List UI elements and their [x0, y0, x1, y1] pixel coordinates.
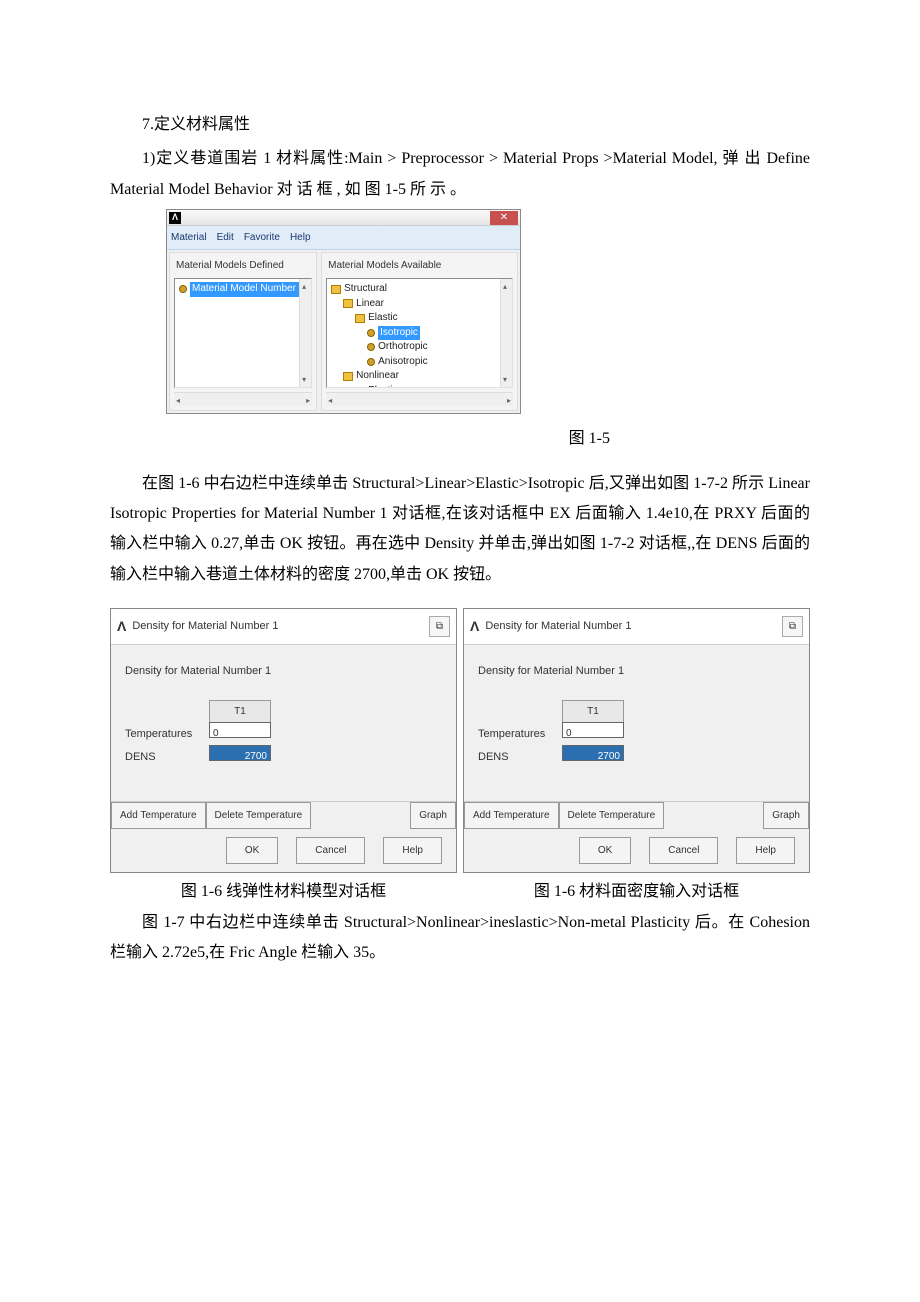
figure-1-6a-caption: 图 1-6 线弹性材料模型对话框 — [110, 877, 457, 907]
right-panel-header: Material Models Available — [322, 253, 517, 278]
dens-input[interactable]: 2700 — [209, 745, 271, 761]
titlebar: Λ Define Material Model Behavior ✕ — [167, 210, 520, 226]
menu-material[interactable]: Material — [171, 228, 207, 247]
cancel-button[interactable]: Cancel — [649, 837, 718, 864]
cancel-button[interactable]: Cancel — [296, 837, 365, 864]
row-dens: DENS — [478, 745, 562, 768]
define-material-dialog: Λ Define Material Model Behavior ✕ Mater… — [166, 209, 521, 414]
figure-1-5-caption: 图 1-5 — [110, 424, 610, 454]
tree-structural[interactable]: Structural — [331, 282, 508, 297]
tree-elastic[interactable]: Elastic — [331, 311, 508, 326]
menu-favorite[interactable]: Favorite — [244, 228, 280, 247]
app-icon: Λ — [117, 613, 126, 640]
material-tree: Structural Linear Elastic Isotropic Orth… — [327, 279, 512, 388]
ok-button[interactable]: OK — [226, 837, 278, 864]
hscroll[interactable]: ◂▸ — [326, 392, 513, 406]
col-t1: T1 — [209, 700, 271, 722]
help-button[interactable]: Help — [383, 837, 442, 864]
menubar: Material Edit Favorite Help — [167, 226, 520, 250]
tree-linear[interactable]: Linear — [331, 297, 508, 312]
app-icon: Λ — [169, 212, 181, 224]
close-icon[interactable]: ⧉ — [782, 616, 803, 637]
density-dialog-right: Λ Density for Material Number 1 ⧉ Densit… — [463, 608, 810, 873]
material-model-1[interactable]: Material Model Number 1 — [179, 282, 307, 297]
para-main-path: 1)定义巷道围岩 1 材料属性:Main > Preprocessor > Ma… — [110, 144, 810, 205]
dens-input[interactable]: 2700 — [562, 745, 624, 761]
add-temperature-button[interactable]: Add Temperature — [111, 802, 206, 829]
graph-button[interactable]: Graph — [763, 802, 809, 829]
app-icon: Λ — [470, 613, 479, 640]
add-temperature-button[interactable]: Add Temperature — [464, 802, 559, 829]
delete-temperature-button[interactable]: Delete Temperature — [206, 802, 312, 829]
row-temperatures: Temperatures — [125, 722, 209, 745]
close-icon[interactable]: ✕ — [490, 211, 518, 225]
left-panel-header: Material Models Defined — [170, 253, 316, 278]
tree-isotropic[interactable]: Isotropic — [331, 326, 508, 341]
scrollbar-icon[interactable] — [299, 279, 311, 387]
col-t1: T1 — [562, 700, 624, 722]
tree-nonlinear[interactable]: Nonlinear — [331, 369, 508, 384]
tree-anisotropic[interactable]: Anisotropic — [331, 355, 508, 370]
temp-input[interactable]: 0 — [209, 722, 271, 738]
tree-elastic2[interactable]: Elastic — [331, 384, 508, 389]
density-dialog-left: Λ Density for Material Number 1 ⧉ Densit… — [110, 608, 457, 873]
dialog-title: Density for Material Number 1 — [485, 616, 782, 637]
hscroll[interactable]: ◂▸ — [174, 392, 312, 406]
heading-7: 7.定义材料属性 — [110, 110, 810, 140]
dialog-subtitle: Density for Material Number 1 — [125, 661, 442, 682]
scrollbar-icon[interactable] — [500, 279, 512, 387]
close-icon[interactable]: ⧉ — [429, 616, 450, 637]
density-grid: T1 Temperatures0 DENS2700 — [478, 700, 795, 768]
menu-help[interactable]: Help — [290, 228, 311, 247]
ok-button[interactable]: OK — [579, 837, 631, 864]
help-button[interactable]: Help — [736, 837, 795, 864]
para-nonlinear: 图 1-7 中右边栏中连续单击 Structural>Nonlinear>ine… — [110, 908, 810, 969]
figure-1-6b-caption: 图 1-6 材料面密度输入对话框 — [463, 877, 810, 907]
tree-orthotropic[interactable]: Orthotropic — [331, 340, 508, 355]
row-dens: DENS — [125, 745, 209, 768]
temp-input[interactable]: 0 — [562, 722, 624, 738]
row-temperatures: Temperatures — [478, 722, 562, 745]
dialog-title: Density for Material Number 1 — [132, 616, 429, 637]
menu-edit[interactable]: Edit — [217, 228, 234, 247]
dialog-subtitle: Density for Material Number 1 — [478, 661, 795, 682]
delete-temperature-button[interactable]: Delete Temperature — [559, 802, 665, 829]
para-isotropic-density: 在图 1-6 中右边栏中连续单击 Structural>Linear>Elast… — [110, 469, 810, 591]
graph-button[interactable]: Graph — [410, 802, 456, 829]
density-grid: T1 Temperatures0 DENS2700 — [125, 700, 442, 768]
